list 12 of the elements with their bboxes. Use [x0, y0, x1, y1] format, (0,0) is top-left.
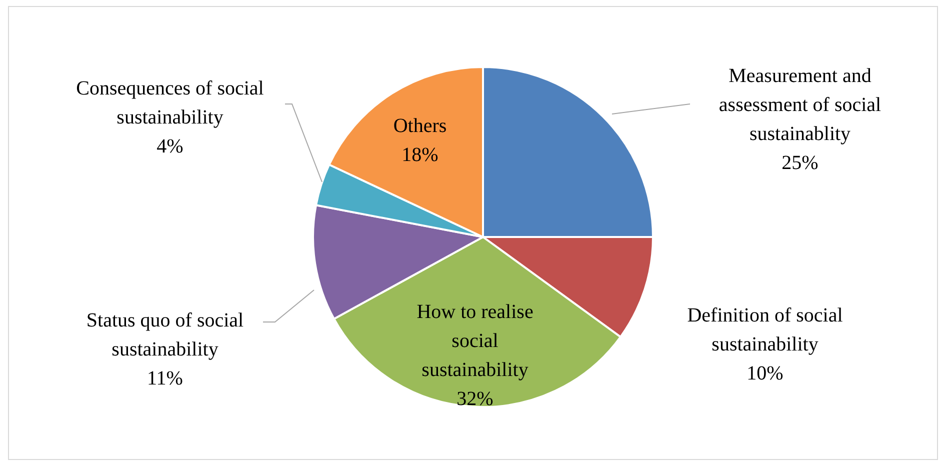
slice-label: Measurement and assessment of social sustainablity [718, 64, 882, 145]
data-label: 10% [746, 362, 784, 384]
data-label: 25% [782, 152, 818, 174]
slice-label: Consequences of social sustainability [76, 77, 264, 128]
data-label: 11% [147, 367, 183, 390]
slice-label: How to realise social sustainability [416, 300, 534, 381]
slice-label: Status quo of social sustainability [86, 309, 244, 360]
data-label: 32% [456, 388, 494, 410]
slice-label: Definition of social sustainability [687, 304, 844, 356]
data-label: 4% [156, 135, 184, 158]
slice-label: Others [393, 114, 447, 137]
data-label: 18% [402, 144, 438, 166]
